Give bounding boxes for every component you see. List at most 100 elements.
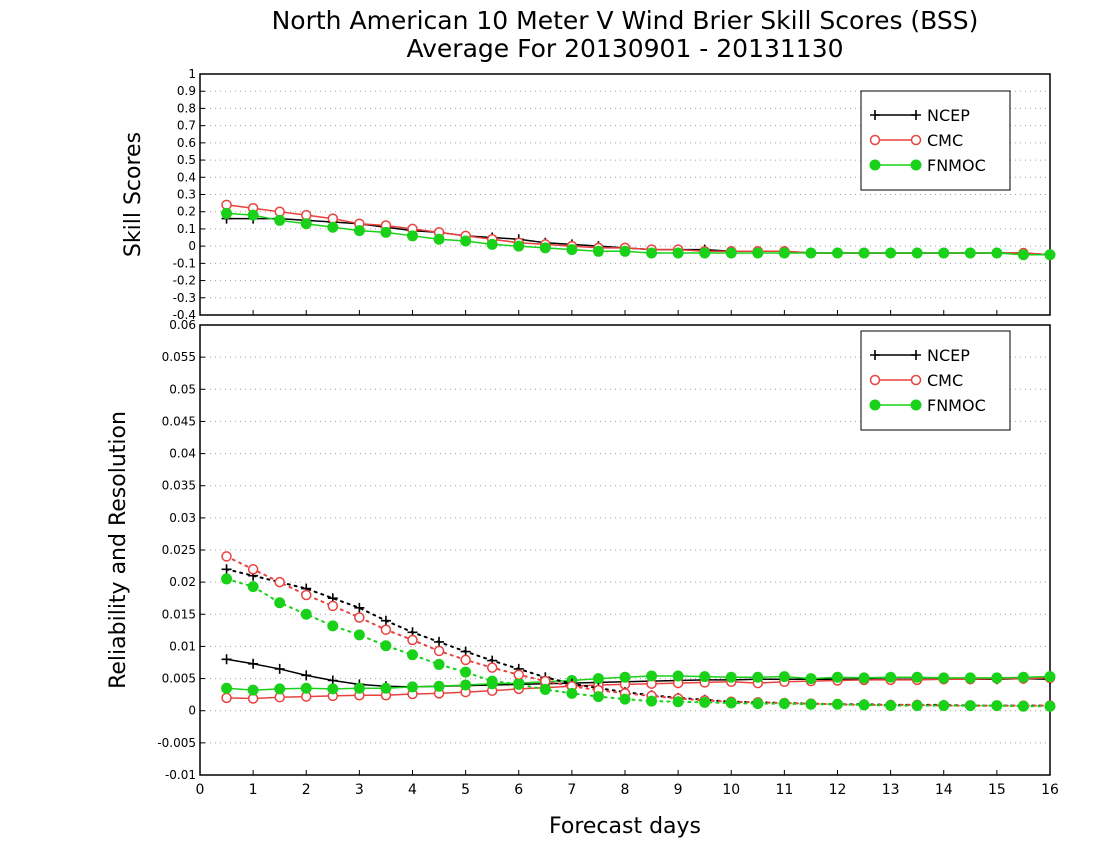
data-point (832, 247, 843, 259)
legend-marker (869, 159, 881, 171)
data-point (938, 672, 950, 684)
data-point (380, 615, 391, 626)
y-tick-label: 0.045 (162, 414, 196, 428)
data-point (725, 671, 737, 683)
data-point (513, 678, 525, 690)
data-point (274, 214, 286, 226)
data-point (247, 581, 259, 593)
chart-title: North American 10 Meter V Wind Brier Ski… (272, 6, 979, 35)
data-point (646, 247, 658, 259)
data-point (353, 629, 365, 641)
legend-marker (869, 374, 881, 386)
legend-label: NCEP (927, 346, 970, 365)
x-tick-label: 11 (775, 782, 793, 798)
data-point (327, 683, 339, 695)
data-point (778, 247, 790, 259)
data-point (991, 672, 1003, 684)
data-point (433, 233, 445, 245)
data-point (247, 209, 259, 221)
legend-marker (869, 399, 881, 411)
data-point (619, 693, 631, 705)
data-point (300, 682, 312, 694)
data-point (407, 230, 418, 242)
data-point (380, 682, 392, 694)
y-tick-label: -0.005 (157, 736, 196, 750)
data-point (539, 684, 551, 695)
data-point (354, 612, 365, 623)
legend-label: FNMOC (927, 396, 986, 415)
x-tick-label: 14 (935, 782, 953, 798)
x-axis-label: Forecast days (549, 814, 701, 839)
y-tick-label: -0.01 (165, 768, 196, 782)
y-tick-label: 0.06 (169, 318, 196, 332)
data-point (539, 242, 551, 254)
x-tick-label: 9 (674, 782, 683, 798)
data-point (513, 240, 525, 252)
legend-marker (870, 350, 880, 360)
y-tick-label: 0.005 (162, 672, 196, 686)
data-point (778, 671, 790, 683)
data-point (964, 247, 976, 259)
data-point (699, 696, 711, 708)
data-point (433, 658, 445, 670)
data-point (274, 663, 285, 674)
data-point (911, 671, 923, 683)
y-tick-label: 0.3 (177, 188, 196, 202)
x-tick-label: 2 (302, 782, 311, 798)
x-tick-label: 7 (567, 782, 576, 798)
y-tick-label: 0.055 (162, 350, 196, 364)
data-point (964, 700, 976, 712)
data-point (1017, 249, 1029, 261)
legend-item: FNMOC (869, 156, 986, 175)
legend-label: CMC (927, 131, 963, 150)
series-cmc-reliability (221, 551, 1056, 711)
legend-item: NCEP (870, 346, 970, 365)
x-tick-label: 15 (988, 782, 1006, 798)
data-point (672, 247, 684, 259)
x-tick-label: 10 (722, 782, 740, 798)
legend-marker (910, 159, 922, 171)
legend-marker (911, 110, 921, 120)
legend-item: NCEP (870, 106, 970, 125)
data-point (566, 244, 578, 256)
data-point (911, 247, 923, 259)
data-point (221, 551, 232, 562)
legend-label: NCEP (927, 106, 970, 125)
data-point (407, 634, 418, 646)
data-point (301, 670, 312, 681)
data-point (486, 238, 498, 250)
data-point (832, 698, 843, 710)
data-point (592, 245, 604, 257)
data-point (805, 673, 817, 685)
data-point (832, 671, 843, 683)
data-point (938, 700, 950, 712)
data-point (858, 699, 870, 711)
panel-2: -0.01 -0.005 0 0.005 0.01 0.015 0.02 0.025 0.03 0… (106, 318, 1059, 798)
data-point (725, 697, 737, 709)
data-point (274, 576, 285, 588)
chart-panels: -0.4 -0.3 -0.2 -0.1 0 0.1 0.2 0.3 0.4 0.5 0.6 0.7 0.… (106, 67, 1059, 798)
x-tick-label: 12 (829, 782, 847, 798)
data-point (778, 698, 790, 710)
data-point (1017, 671, 1029, 683)
data-point (699, 247, 711, 259)
data-point (460, 666, 472, 678)
data-point (221, 682, 233, 694)
plot-frame (199, 324, 1051, 776)
data-point (885, 247, 897, 259)
legend-item: FNMOC (869, 396, 986, 415)
y-tick-label: 0.05 (169, 382, 196, 396)
data-point (805, 698, 817, 710)
data-point (354, 602, 365, 613)
data-point (380, 640, 392, 652)
data-point (566, 687, 578, 699)
data-point (460, 679, 472, 691)
data-point (274, 683, 286, 695)
y-tick-label: 0.035 (162, 479, 196, 493)
data-point (991, 247, 1003, 259)
data-point (353, 225, 365, 237)
data-point (433, 645, 445, 657)
data-point (327, 600, 339, 612)
legend-label: FNMOC (927, 156, 986, 175)
